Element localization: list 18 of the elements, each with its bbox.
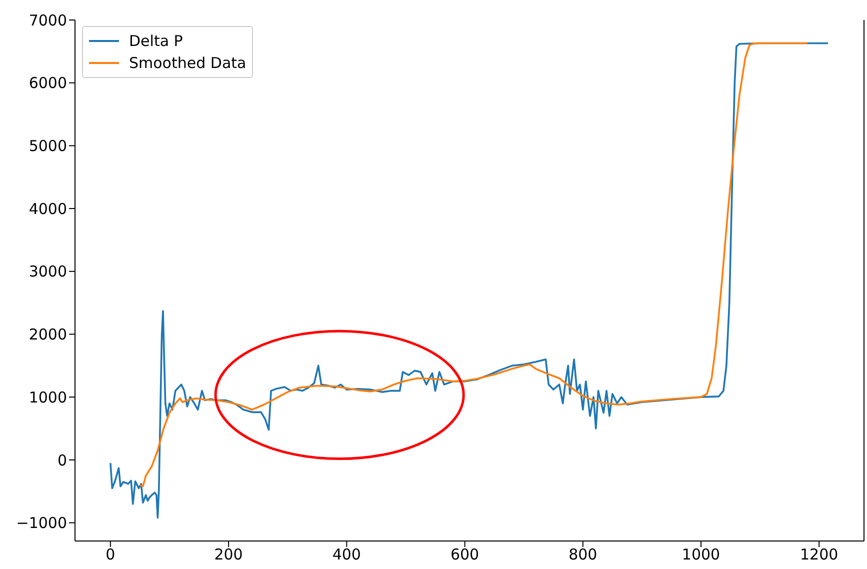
y-tick-label: 7000 (28, 11, 67, 30)
x-tick-label: 0 (106, 546, 116, 564)
y-tick-label: 0 (57, 451, 67, 470)
x-tick-label: 1200 (800, 546, 838, 564)
x-tick-label: 200 (214, 546, 243, 564)
y-tick-label: −1000 (16, 514, 67, 532)
x-tick-label: 600 (450, 546, 480, 564)
y-tick-label: 4000 (28, 200, 67, 218)
legend-label: Smoothed Data (129, 54, 246, 72)
y-tick-label: 6000 (28, 74, 67, 92)
x-tick-label: 1000 (682, 546, 720, 564)
x-tick-label: 400 (332, 546, 361, 564)
y-tick-label: 3000 (28, 262, 67, 281)
x-tick-label: 800 (568, 546, 598, 564)
legend-label: Delta P (129, 32, 183, 50)
y-tick-label: 2000 (28, 326, 67, 344)
y-tick-label: 1000 (28, 388, 67, 406)
y-tick-label: 5000 (28, 137, 67, 156)
